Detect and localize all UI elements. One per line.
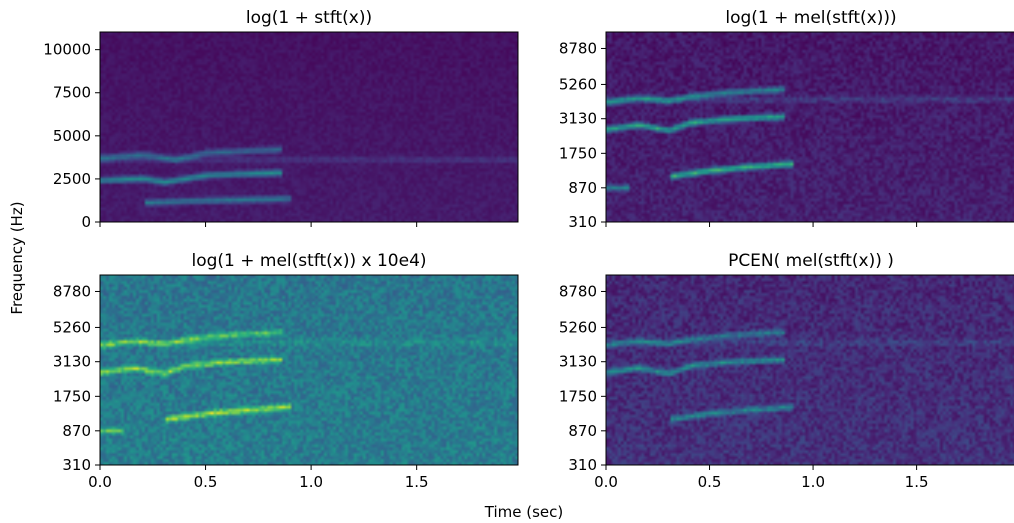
y-tick-label: 2500 bbox=[53, 170, 91, 188]
x-tick-label: 0.5 bbox=[698, 473, 722, 491]
y-tick-label: 5000 bbox=[53, 127, 91, 145]
y-tick-label: 3130 bbox=[53, 353, 91, 371]
panel-4: PCEN( mel(stft(x)) ) 310 870 1750 3130 5260 87… bbox=[559, 251, 1014, 491]
y-tick-label: 870 bbox=[568, 179, 597, 197]
heatmap-image bbox=[100, 32, 518, 222]
y-tick-label: 8780 bbox=[53, 282, 91, 300]
y-tick-label: 7500 bbox=[53, 84, 91, 102]
y-tick-label: 870 bbox=[568, 422, 597, 440]
x-tick-label: 0.0 bbox=[594, 473, 618, 491]
heatmap-image bbox=[606, 32, 1014, 222]
y-tick-label: 1750 bbox=[53, 387, 91, 405]
panel-3: log(1 + mel(stft(x)) x 10e4) 310 870 1750 31… bbox=[53, 251, 519, 491]
y-tick-label: 5260 bbox=[559, 318, 597, 336]
y-tick-label: 8780 bbox=[559, 282, 597, 300]
y-tick-label: 5260 bbox=[559, 75, 597, 93]
y-tick-label: 5260 bbox=[53, 318, 91, 336]
panel-1: log(1 + stft(x)) 0 2500 5000 7500 10000 bbox=[43, 8, 519, 231]
y-axis-label: Frequency (Hz) bbox=[8, 201, 26, 314]
heatmap-image bbox=[606, 275, 1014, 465]
x-tick-label: 0.0 bbox=[88, 473, 112, 491]
y-tick-label: 3130 bbox=[559, 110, 597, 128]
y-tick-label: 8780 bbox=[559, 39, 597, 57]
y-tick-label: 1750 bbox=[559, 144, 597, 162]
y-tick-label: 310 bbox=[568, 456, 597, 474]
x-axis-label: Time (sec) bbox=[484, 503, 563, 521]
y-tick-label: 870 bbox=[62, 422, 91, 440]
plot-frame bbox=[99, 31, 519, 223]
x-tick-label: 1.0 bbox=[299, 473, 323, 491]
y-tick-label: 1750 bbox=[559, 387, 597, 405]
panel-2: log(1 + mel(stft(x))) 310 870 1750 3130 5260 8… bbox=[559, 8, 1014, 231]
plot-frame bbox=[605, 274, 1014, 466]
x-tick-label: 1.0 bbox=[801, 473, 825, 491]
x-tick-label: 1.5 bbox=[905, 473, 929, 491]
plot-frame bbox=[99, 274, 519, 466]
x-tick-label: 0.5 bbox=[194, 473, 218, 491]
y-tick-label: 0 bbox=[81, 213, 91, 231]
panel-title: PCEN( mel(stft(x)) ) bbox=[728, 251, 894, 271]
plot-frame bbox=[605, 31, 1014, 223]
panel-title: log(1 + mel(stft(x)) x 10e4) bbox=[191, 251, 426, 271]
y-tick-label: 10000 bbox=[43, 41, 91, 59]
y-tick-label: 310 bbox=[62, 456, 91, 474]
y-tick-label: 3130 bbox=[559, 353, 597, 371]
x-tick-label: 1.5 bbox=[405, 473, 429, 491]
y-tick-label: 310 bbox=[568, 213, 597, 231]
heatmap-image bbox=[100, 275, 518, 465]
panel-title: log(1 + mel(stft(x))) bbox=[725, 8, 896, 28]
panel-title: log(1 + stft(x)) bbox=[246, 8, 372, 28]
